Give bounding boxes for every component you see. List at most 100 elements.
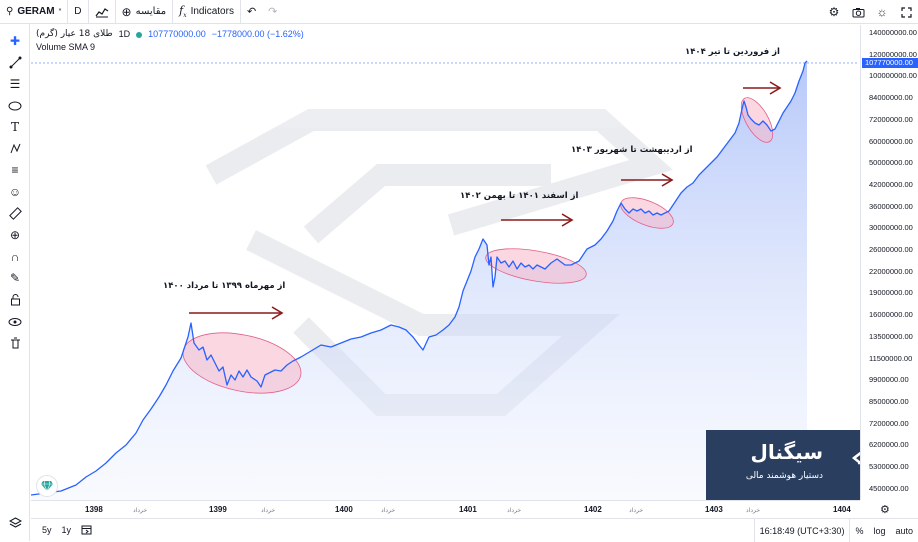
range-5y-button[interactable]: 5y bbox=[42, 525, 52, 535]
price-tick: 11500000.00 bbox=[869, 353, 913, 363]
symbol-search[interactable]: ⚲ GERAM * bbox=[0, 0, 69, 24]
time-axis[interactable]: 1398 1399 1400 1401 1402 1403 1404 خرداد خرداد خر… bbox=[31, 500, 860, 518]
clock-display[interactable]: 16:18:49 (UTC+3:30) bbox=[753, 519, 850, 542]
price-area-fill bbox=[31, 61, 807, 500]
symbol-name: GERAM bbox=[17, 6, 55, 17]
compare-label: مقایسه bbox=[135, 6, 167, 17]
highlight-ellipse-4 bbox=[740, 97, 774, 143]
price-tick: 8500000.00 bbox=[869, 396, 909, 406]
chart-type-button[interactable] bbox=[89, 0, 116, 24]
annotation-2: از اسفند ۱۴۰۱ تا بهمن ۱۴۰۲ bbox=[460, 191, 579, 201]
ruler-icon[interactable] bbox=[0, 203, 30, 225]
fib-icon[interactable]: ☰ bbox=[9, 76, 21, 91]
arrow-1 bbox=[189, 306, 284, 320]
range-1y-button[interactable]: 1y bbox=[61, 525, 72, 535]
emoji-icon[interactable]: ☺ bbox=[8, 184, 22, 199]
brand-tagline: دستیار هوشمند مالی bbox=[745, 471, 823, 481]
top-toolbar: ⚲ GERAM * D ⊕ مقایسه fx Indicators ↶ ↷ ⚙ … bbox=[0, 0, 918, 24]
brand-name: سیگنال bbox=[750, 440, 824, 464]
annotation-1: از مهرماه ۱۳۹۹ تا مرداد ۱۴۰۰ bbox=[163, 281, 286, 291]
bottom-toolbar: 5y 1y 16:18:49 (UTC+3:30) % log auto bbox=[31, 518, 918, 542]
sun-icon[interactable]: ☼ bbox=[876, 5, 888, 19]
fx-icon: fx bbox=[179, 3, 187, 20]
diamond-icon[interactable] bbox=[36, 475, 58, 497]
price-axis[interactable]: 140000000.00 120000000.00 100000000.00 8400… bbox=[860, 25, 918, 500]
search-icon: ⚲ bbox=[6, 6, 14, 17]
year-label: 1403 bbox=[705, 505, 723, 514]
annotation-3: از اردیبهشت تا شهریور ۱۴۰۳ bbox=[571, 145, 693, 155]
price-tick: 72000000.00 bbox=[869, 114, 913, 124]
price-tick: 22000000.00 bbox=[869, 266, 913, 276]
annotation-4: از فروردین تا تیر ۱۴۰۴ bbox=[685, 47, 780, 57]
price-tick: 30000000.00 bbox=[869, 223, 913, 233]
price-tick: 100000000.00 bbox=[869, 71, 917, 81]
symbol-title[interactable]: طلای 18 عیار (گرم) bbox=[36, 29, 113, 39]
indicators-button[interactable]: fx Indicators bbox=[173, 0, 241, 24]
price-tick: 140000000.00 bbox=[869, 28, 917, 37]
month-label: خرداد bbox=[507, 508, 522, 514]
price-tick: 5300000.00 bbox=[869, 462, 909, 471]
year-label: 1400 bbox=[335, 505, 353, 514]
volume-indicator-label[interactable]: Volume SMA 9 bbox=[36, 42, 96, 52]
undo-icon: ↶ bbox=[246, 6, 257, 18]
redo-button[interactable]: ↷ bbox=[262, 0, 283, 24]
year-label: 1399 bbox=[209, 505, 227, 514]
year-label: 1402 bbox=[584, 505, 602, 514]
price-chart bbox=[31, 60, 859, 500]
month-label: خرداد bbox=[629, 508, 644, 514]
market-status-dot bbox=[136, 31, 143, 38]
chart-pane[interactable] bbox=[31, 25, 859, 500]
price-tick: 84000000.00 bbox=[869, 93, 913, 103]
month-label: خرداد bbox=[746, 508, 761, 514]
price-tick: 9900000.00 bbox=[869, 375, 909, 385]
price-tick: 26000000.00 bbox=[869, 245, 913, 254]
camera-icon[interactable] bbox=[846, 0, 870, 24]
gear-icon[interactable]: ⚙ bbox=[828, 5, 840, 19]
lock-icon[interactable] bbox=[0, 289, 30, 311]
price-tick: 7200000.00 bbox=[869, 418, 909, 428]
trend-line-icon[interactable] bbox=[0, 52, 30, 74]
chart-legend: طلای 18 عیار (گرم) 1D 107770000.00 −1778… bbox=[36, 28, 304, 54]
auto-toggle[interactable]: auto bbox=[895, 525, 913, 536]
eye-icon[interactable] bbox=[0, 311, 30, 333]
axis-settings-gear-icon[interactable]: ⚙ bbox=[880, 504, 890, 516]
redo-icon: ↷ bbox=[268, 6, 278, 18]
arrow-2 bbox=[501, 213, 574, 227]
fullscreen-icon[interactable] bbox=[894, 0, 918, 24]
plus-circle-icon: ⊕ bbox=[121, 4, 132, 19]
interval-button[interactable]: D bbox=[68, 0, 89, 24]
year-label: 1404 bbox=[833, 505, 851, 514]
price-tick: 42000000.00 bbox=[869, 179, 913, 189]
zoom-in-icon[interactable]: ⊕ bbox=[9, 228, 21, 243]
price-line bbox=[31, 60, 808, 496]
compare-button[interactable]: ⊕ مقایسه bbox=[116, 0, 174, 24]
text-icon[interactable]: T bbox=[10, 120, 19, 135]
arrows bbox=[189, 81, 782, 320]
candles-icon bbox=[95, 7, 108, 17]
price-tick: 60000000.00 bbox=[869, 136, 913, 146]
crosshair-icon[interactable]: ✚ bbox=[9, 33, 21, 48]
lock-pencil-icon[interactable]: ✎ bbox=[9, 271, 21, 286]
month-label: خرداد bbox=[261, 508, 276, 514]
price-tick: 4500000.00 bbox=[869, 483, 909, 493]
legend-interval: 1D bbox=[118, 29, 131, 39]
prediction-icon[interactable]: ≡ bbox=[11, 163, 19, 178]
month-label: خرداد bbox=[133, 508, 148, 514]
month-label: خرداد bbox=[381, 508, 396, 514]
magnet-icon[interactable]: ∩ bbox=[10, 249, 20, 264]
legend-change: −1778000.00 (−1.62%) bbox=[211, 29, 304, 39]
calendar-range-icon[interactable] bbox=[76, 524, 97, 537]
undo-button[interactable]: ↶ bbox=[241, 0, 262, 24]
percent-toggle[interactable]: % bbox=[849, 519, 868, 542]
price-tick: 36000000.00 bbox=[869, 201, 913, 211]
log-toggle[interactable]: log bbox=[873, 525, 886, 536]
legend-price: 107770000.00 bbox=[148, 29, 206, 39]
price-tick: 19000000.00 bbox=[869, 288, 913, 298]
pattern-icon[interactable] bbox=[0, 138, 30, 160]
brush-icon[interactable] bbox=[0, 95, 30, 117]
year-label: 1398 bbox=[85, 505, 103, 514]
layers-icon[interactable] bbox=[0, 512, 30, 534]
trash-icon[interactable] bbox=[0, 332, 30, 354]
drawing-toolbar: ✚ ☰ T ≡ ☺ ⊕ ∩ ✎ bbox=[0, 24, 30, 541]
symbol-suffix: * bbox=[58, 8, 62, 15]
